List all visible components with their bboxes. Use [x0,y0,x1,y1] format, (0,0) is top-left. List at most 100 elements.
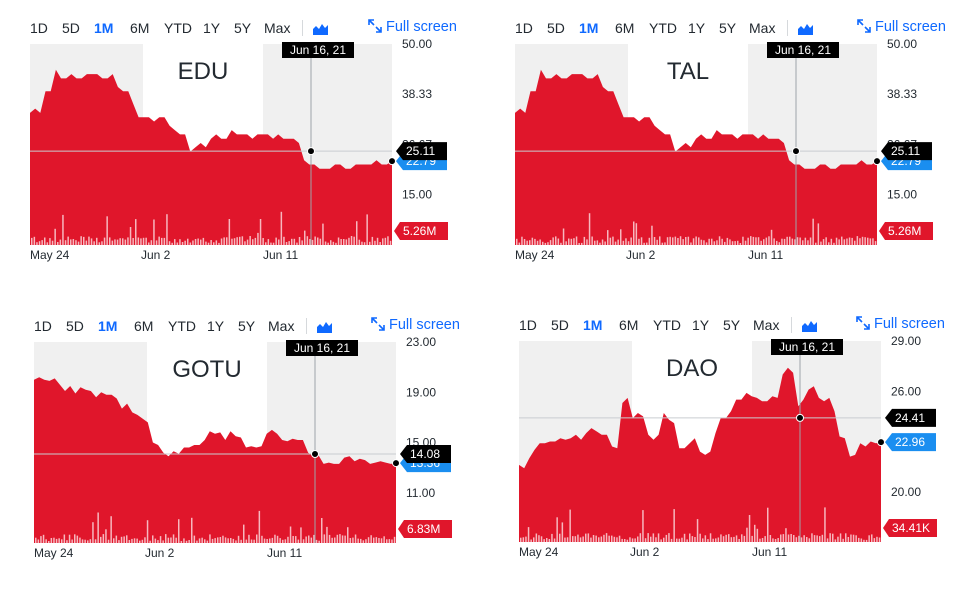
range-1y[interactable]: 1Y [688,20,706,36]
fullscreen-button[interactable]: Full screen [857,19,946,35]
volume-bar [252,239,254,245]
range-ytd[interactable]: YTD [649,20,677,36]
volume-bar [804,237,807,245]
fullscreen-button[interactable]: Full screen [856,316,945,332]
range-max[interactable]: Max [749,20,776,36]
volume-bar [861,236,864,245]
volume-bar [213,242,215,245]
volume-bar [737,240,739,245]
crosshair-dot [311,450,319,459]
range-max[interactable]: Max [264,20,291,36]
volume-bar [620,229,622,245]
volume-bar [747,237,749,245]
volume-bar [516,238,518,245]
range-max[interactable]: Max [268,318,295,334]
range-max[interactable]: Max [753,317,780,333]
volume-bar [569,509,571,542]
volume-bar [222,535,224,543]
range-5y[interactable]: 5Y [238,318,256,334]
mountain-chart-icon[interactable] [798,22,813,38]
volume-bar [704,535,707,542]
range-ytd[interactable]: YTD [164,20,192,36]
volume-bar [624,539,626,542]
volume-bar [739,243,742,245]
range-1m[interactable]: 1M [98,318,118,334]
range-6m[interactable]: 6M [615,20,635,36]
volume-bar [575,236,578,245]
range-5d[interactable]: 5D [62,20,80,36]
range-1m[interactable]: 1M [94,20,114,36]
volume-bar [250,539,253,543]
volume-bar [698,237,700,245]
y-tick-label: 11.00 [406,486,435,500]
range-5y[interactable]: 5Y [723,317,741,333]
volume-bar [876,536,878,542]
range-1y[interactable]: 1Y [207,318,225,334]
volume-bar [259,219,262,245]
volume-bar [310,537,313,543]
volume-bar [67,236,69,245]
range-1m[interactable]: 1M [579,20,599,36]
volume-bar [36,242,38,245]
range-5y[interactable]: 5Y [719,20,737,36]
volume-bar [96,237,98,245]
volume-bar [799,237,801,245]
volume-bar [315,539,318,543]
mountain-chart-icon[interactable] [317,320,332,336]
fullscreen-button[interactable]: Full screen [371,317,460,333]
range-1y[interactable]: 1Y [203,20,221,36]
volume-bar [638,238,640,245]
volume-bar [834,539,837,542]
range-1d[interactable]: 1D [519,317,537,333]
volume-bar [184,240,186,245]
volume-bar [352,537,354,543]
range-5d[interactable]: 5D [551,317,569,333]
volume-bar [132,238,134,245]
volume-bar [295,536,297,543]
volume-bar [665,534,668,542]
mountain-chart-icon[interactable] [802,319,817,335]
volume-bar [526,240,528,245]
range-1d[interactable]: 1D [515,20,533,36]
mountain-chart-icon[interactable] [313,22,328,38]
volume-bar [682,239,684,245]
volume-badge [879,222,933,240]
fullscreen-button[interactable]: Full screen [368,19,457,35]
volume-bar [598,537,600,542]
range-5d[interactable]: 5D [547,20,565,36]
volume-bar [709,533,712,542]
volume-bar [809,237,812,245]
volume-bar [850,534,852,542]
range-1y[interactable]: 1Y [692,317,710,333]
range-ytd[interactable]: YTD [168,318,196,334]
volume-bar [206,540,209,543]
volume-bar [669,236,671,245]
range-1d[interactable]: 1D [30,20,48,36]
range-1m[interactable]: 1M [583,317,603,333]
volume-bar [66,540,68,543]
volume-bar [651,225,653,245]
volume-bar [611,535,613,542]
volume-bar [551,533,553,542]
range-6m[interactable]: 6M [134,318,154,334]
range-6m[interactable]: 6M [619,317,639,333]
volume-bar [171,242,173,245]
y-tick-label: 20.00 [891,485,921,499]
volume-bar [778,242,781,245]
volume-bar [380,538,383,543]
volume-bar [572,536,574,542]
volume-bar [604,241,606,245]
volume-bar [824,507,826,542]
range-5y[interactable]: 5Y [234,20,252,36]
volume-bar [851,237,853,245]
range-ytd[interactable]: YTD [653,317,681,333]
volume-bars [35,510,396,543]
range-5d[interactable]: 5D [66,318,84,334]
volume-bar [816,535,818,542]
range-6m[interactable]: 6M [130,20,150,36]
range-1d[interactable]: 1D [34,318,52,334]
